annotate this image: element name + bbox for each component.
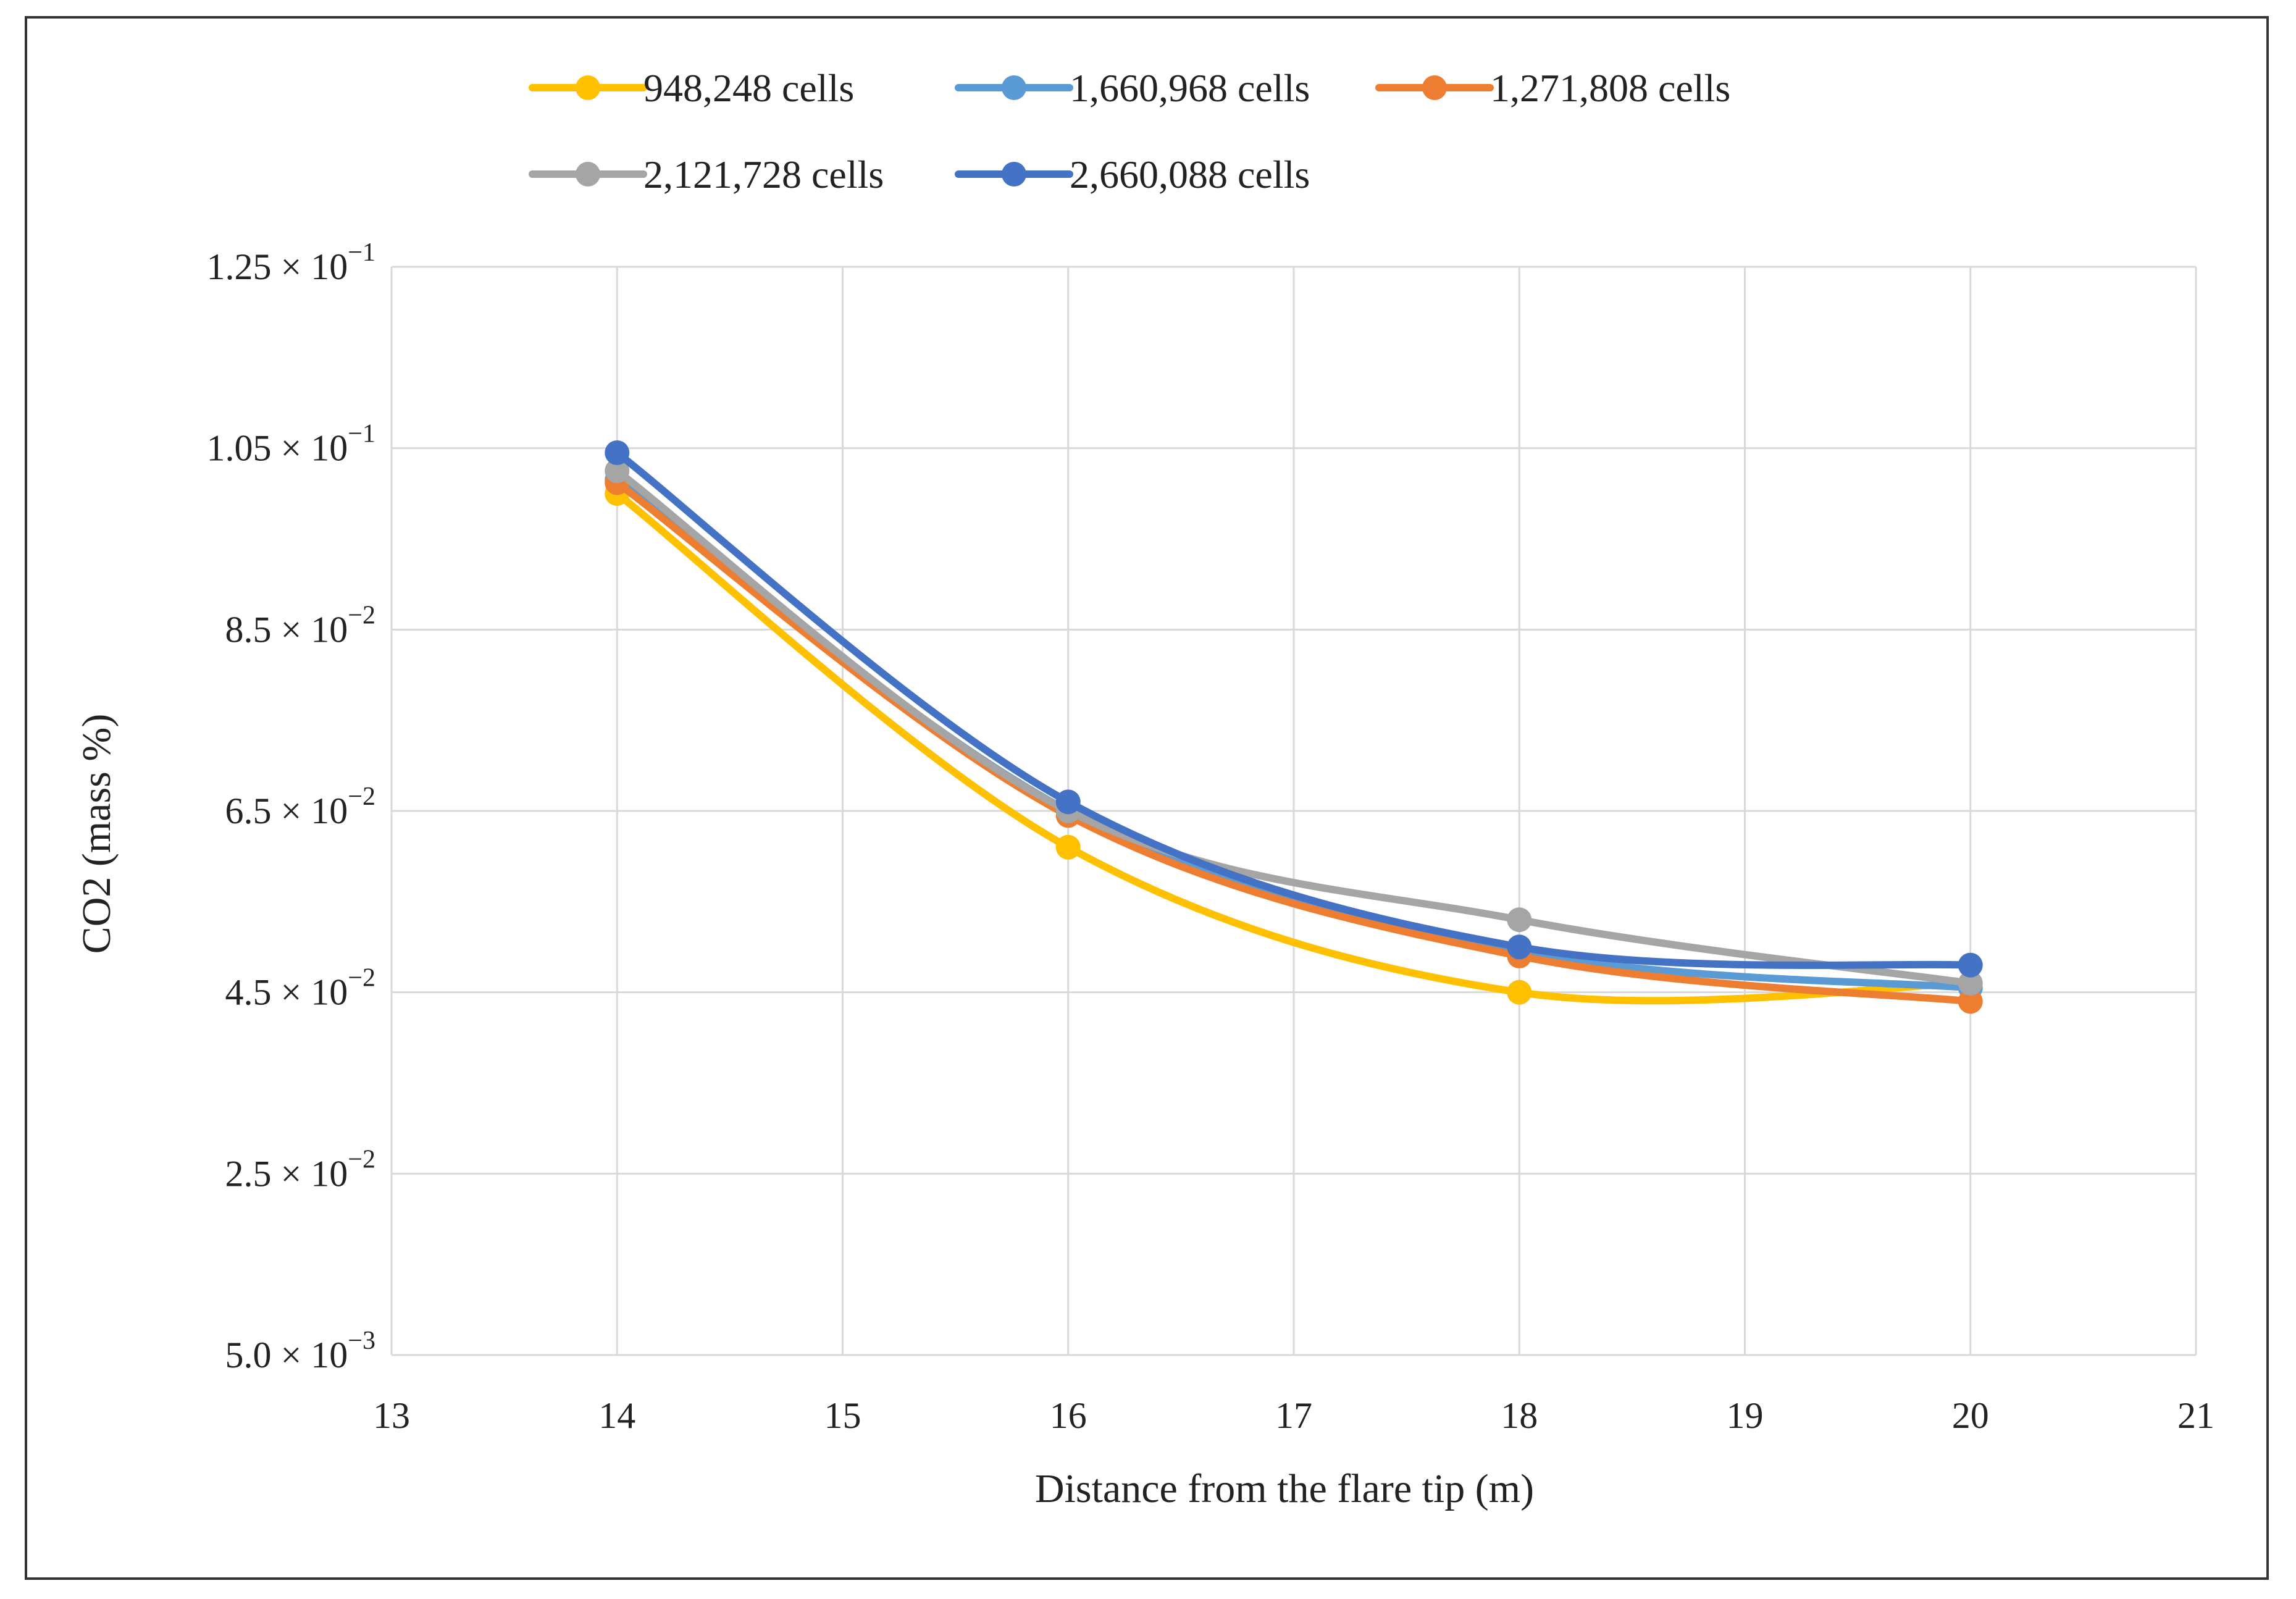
y-tick-label-4: 8.5 × 10−2	[225, 601, 375, 650]
y-tick-exponent: −2	[348, 1145, 375, 1173]
series-layer	[605, 440, 1983, 1014]
data-point-0-1	[1055, 834, 1081, 860]
x-tick-label-19: 19	[1727, 1395, 1764, 1436]
data-point-4-1	[1055, 789, 1081, 815]
data-point-3-2	[1507, 907, 1532, 933]
grid	[390, 266, 2197, 1356]
y-tick-mantissa: 1.25	[206, 246, 271, 287]
y-tick-exponent: −2	[348, 783, 375, 811]
y-tick-times: × 10	[271, 1335, 348, 1375]
legend-label-0: 948,248 cells	[643, 66, 854, 110]
legend-marker-1	[1002, 75, 1026, 100]
legend-label-3: 2,121,728 cells	[643, 153, 884, 196]
y-tick-label-5: 1.05 × 10−1	[206, 420, 375, 469]
legend-label-4: 2,660,088 cells	[1070, 153, 1310, 196]
x-tick-label-20: 20	[1952, 1395, 1989, 1436]
data-point-4-2	[1507, 934, 1532, 960]
y-tick-label-2: 4.5 × 10−2	[225, 964, 375, 1013]
y-tick-mantissa: 1.05	[206, 428, 271, 469]
legend-marker-3	[576, 162, 600, 187]
y-tick-times: × 10	[271, 1153, 348, 1194]
y-tick-times: × 10	[271, 428, 348, 469]
y-tick-exponent: −1	[348, 420, 375, 448]
y-tick-label-1: 2.5 × 10−2	[225, 1145, 375, 1194]
legend-label-2: 1,271,808 cells	[1490, 66, 1730, 110]
x-tick-label-15: 15	[824, 1395, 861, 1436]
y-tick-exponent: −2	[348, 601, 375, 629]
y-tick-times: × 10	[271, 246, 348, 287]
y-tick-mantissa: 8.5	[225, 609, 271, 650]
data-point-3-0	[605, 458, 630, 484]
chart-frame	[25, 16, 2269, 1580]
y-tick-times: × 10	[271, 609, 348, 650]
y-tick-mantissa: 2.5	[225, 1153, 271, 1194]
y-tick-mantissa: 6.5	[225, 791, 271, 831]
legend-label-1: 1,660,968 cells	[1070, 66, 1310, 110]
legend-marker-4	[1002, 162, 1026, 187]
legend-marker-0	[576, 75, 600, 100]
y-axis-title: CO2 (mass %)	[74, 714, 119, 954]
legend-entry-3: 2,121,728 cells	[529, 153, 884, 196]
data-point-4-3	[1958, 952, 1983, 978]
series-line-3	[613, 467, 1974, 987]
series-line-4	[613, 449, 1974, 969]
y-tick-exponent: −3	[348, 1327, 375, 1355]
y-tick-label-0: 5.0 × 10−3	[225, 1327, 375, 1375]
legend-entry-1: 1,660,968 cells	[955, 66, 1310, 110]
y-tick-mantissa: 4.5	[225, 972, 271, 1013]
x-tick-label-14: 14	[598, 1395, 635, 1436]
x-axis-title: Distance from the flare tip (m)	[1035, 1466, 1534, 1511]
data-point-0-2	[1507, 980, 1532, 1005]
y-tick-times: × 10	[271, 791, 348, 831]
y-tick-exponent: −2	[348, 964, 375, 993]
x-tick-label-13: 13	[373, 1395, 410, 1436]
legend-entry-2: 1,271,808 cells	[1375, 66, 1730, 110]
x-tick-label-18: 18	[1501, 1395, 1538, 1436]
x-tick-label-21: 21	[2177, 1395, 2214, 1436]
series-4	[605, 440, 1983, 978]
legend-entry-4: 2,660,088 cells	[955, 153, 1310, 196]
data-point-3-3	[1958, 970, 1983, 996]
legend: 948,248 cells 1,660,968 cells 1,271,808 ce…	[529, 66, 1730, 196]
y-tick-exponent: −1	[348, 238, 375, 267]
y-tick-label-6: 1.25 × 10−1	[206, 238, 375, 287]
y-tick-times: × 10	[271, 972, 348, 1013]
y-tick-label-3: 6.5 × 10−2	[225, 783, 375, 831]
series-line-0	[613, 490, 1974, 1005]
x-tick-labels: 13 14 15 16 17 18 19 20 21	[373, 1395, 2214, 1436]
x-tick-label-17: 17	[1275, 1395, 1312, 1436]
series-line-2	[613, 479, 1974, 1005]
y-tick-mantissa: 5.0	[225, 1335, 271, 1375]
y-tick-labels: 5.0 × 10−32.5 × 10−24.5 × 10−26.5 × 10−2…	[206, 238, 375, 1375]
data-point-4-0	[605, 440, 630, 466]
legend-marker-2	[1422, 75, 1447, 100]
x-tick-label-16: 16	[1050, 1395, 1087, 1436]
data-point-2-3	[1958, 989, 1983, 1014]
legend-entry-0: 948,248 cells	[529, 66, 854, 110]
